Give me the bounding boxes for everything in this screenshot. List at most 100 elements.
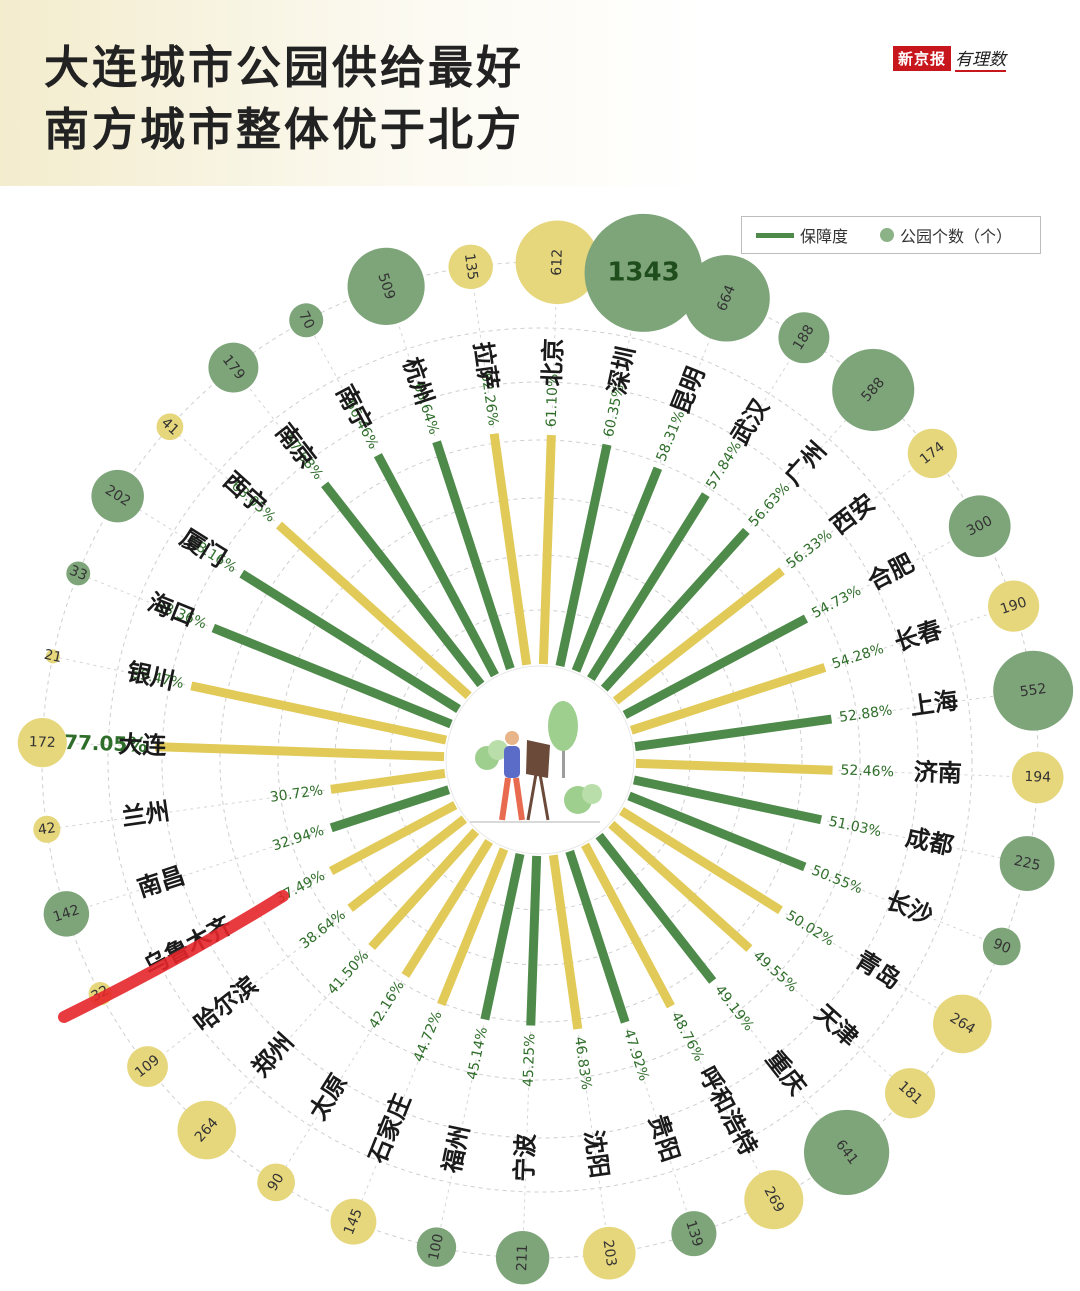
spoke-line <box>753 952 911 1094</box>
bar-厦门 <box>239 569 461 713</box>
park-dot <box>832 348 915 431</box>
pct-label: 50.02% <box>783 908 837 950</box>
bar-北京 <box>538 434 556 665</box>
park-dot <box>671 1211 717 1257</box>
bar-济南 <box>635 758 833 775</box>
grid-ring <box>161 381 919 1139</box>
park-dot <box>495 1230 550 1285</box>
bar-贵阳 <box>565 849 630 1024</box>
park-count-label: 139 <box>682 1218 705 1248</box>
city-label: 呼和浩特 <box>693 1062 763 1160</box>
park-dot <box>416 1227 457 1267</box>
city-label: 海口 <box>144 588 199 632</box>
park-dot <box>948 495 1011 558</box>
bar-石家庄 <box>437 847 509 1007</box>
park-count-label: 509 <box>374 271 397 301</box>
park-dot <box>127 1046 168 1088</box>
bar-南宁 <box>373 453 499 678</box>
city-label: 重庆 <box>760 1045 812 1100</box>
park-dot <box>66 561 91 586</box>
spoke-line <box>206 951 368 1131</box>
park-dot <box>208 342 259 393</box>
bar-成都 <box>632 775 823 825</box>
park-count-label: 190 <box>998 594 1028 617</box>
bar-西安 <box>612 567 785 705</box>
park-dot <box>683 254 770 342</box>
park-count-label: 33 <box>67 563 90 585</box>
legend-bar-swatch <box>756 232 794 238</box>
park-dot <box>156 413 184 441</box>
city-label: 济南 <box>913 758 962 788</box>
park-count-label: 42 <box>37 820 57 838</box>
spoke-line <box>837 690 1034 719</box>
pct-label: 77.05% <box>64 730 148 757</box>
city-label: 广州 <box>779 436 832 490</box>
park-count-label: 142 <box>51 902 81 925</box>
city-label: 沈阳 <box>579 1128 613 1179</box>
pct-label: 56.63% <box>746 480 794 530</box>
city-label: 大连 <box>118 730 168 760</box>
park-dot <box>289 303 324 338</box>
city-label: 杭州 <box>397 354 438 408</box>
city-label: 拉萨 <box>468 340 502 391</box>
easel-board-icon <box>526 740 550 778</box>
city-label: 青岛 <box>850 945 906 994</box>
park-dot <box>257 1163 295 1202</box>
city-label: 石家庄 <box>363 1090 416 1168</box>
pct-label: 61.10% <box>544 373 562 427</box>
pct-label: 50.55% <box>809 863 864 898</box>
legend-dot-label: 公园个数（个） <box>900 227 1013 246</box>
grid-ring <box>277 497 803 1023</box>
grid-ring <box>107 327 973 1193</box>
legend-dot-swatch <box>880 228 895 242</box>
bar-乌鲁木齐 <box>328 801 458 876</box>
brand-subname: 有理数 <box>955 45 1007 72</box>
spoke-line <box>826 820 1028 865</box>
bar-长春 <box>629 663 827 735</box>
park-count-label: 1343 <box>607 257 679 287</box>
pct-label: 47.92% <box>620 1027 652 1083</box>
park-count-label: 21 <box>42 647 63 666</box>
spoke-line <box>749 389 874 527</box>
brand-logo: 新京报 有理数 <box>893 45 1007 72</box>
park-dot <box>515 220 600 305</box>
highlight-underline-chongqing <box>58 890 289 1023</box>
park-count-label: 552 <box>1019 681 1048 701</box>
city-label: 南昌 <box>134 861 188 902</box>
bar-兰州 <box>330 768 446 794</box>
spoke-line <box>169 426 275 522</box>
easel-leg-icon-2 <box>538 773 550 821</box>
park-count-label: 100 <box>426 1232 447 1261</box>
spoke-line <box>578 1034 610 1254</box>
bar-太原 <box>401 839 493 978</box>
pct-label: 44.72% <box>411 1009 446 1064</box>
chart-legend: 保障度 公园个数（个） <box>741 216 1041 254</box>
pct-label: 32.94% <box>270 823 326 855</box>
park-dot <box>933 994 992 1054</box>
park-count-label: 90 <box>990 936 1013 958</box>
spoke-line <box>522 1031 532 1258</box>
park-count-label: 203 <box>600 1239 620 1268</box>
park-count-label: 612 <box>549 249 566 276</box>
city-label: 宁波 <box>510 1132 540 1182</box>
park-dot <box>91 469 144 523</box>
bar-海口 <box>211 623 453 729</box>
pct-label: 57.84% <box>703 438 745 492</box>
radial-bar-chart: 77.05%大连69.47%银川68.36%海口68.16%厦门68.05%西宁… <box>17 213 1074 1285</box>
park-count-label: 135 <box>461 252 481 281</box>
city-label: 上海 <box>908 686 959 720</box>
bar-昆明 <box>571 466 663 673</box>
pct-label: 30.72% <box>269 783 324 806</box>
city-label: 北京 <box>538 338 568 387</box>
park-count-label: 225 <box>1012 853 1041 874</box>
spoke-line <box>385 286 436 437</box>
pct-label: 54.28% <box>830 641 886 673</box>
bar-呼和浩特 <box>581 842 675 1009</box>
pct-label: 45.25% <box>521 1033 539 1087</box>
park-dot <box>803 1109 890 1196</box>
pct-label: 38.64% <box>297 907 349 952</box>
bar-郑州 <box>368 828 480 951</box>
park-dot <box>448 244 493 290</box>
park-count-label: 172 <box>29 734 56 751</box>
park-dot <box>17 718 67 768</box>
